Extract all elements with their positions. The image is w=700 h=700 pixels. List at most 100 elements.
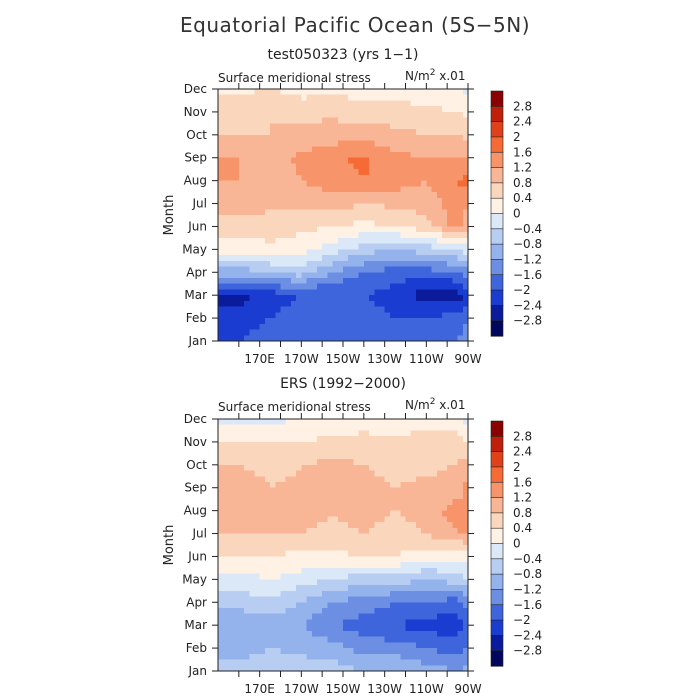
heatmap-cell: [316, 653, 323, 661]
heatmap-cell: [316, 516, 323, 523]
heatmap-cell: [462, 499, 469, 506]
heatmap-cell: [384, 642, 391, 649]
heatmap-cell: [244, 255, 250, 262]
heatmap-cell: [447, 453, 453, 460]
heatmap-cell: [410, 180, 417, 187]
heatmap-cell: [218, 272, 224, 279]
heatmap-cell: [389, 665, 396, 672]
heatmap-cell: [415, 510, 422, 517]
heatmap-cell: [296, 232, 302, 239]
heatmap-cell: [410, 237, 417, 245]
heatmap-cell: [218, 289, 224, 296]
heatmap-cell: [301, 100, 308, 107]
heatmap-cell: [290, 499, 297, 506]
heatmap-cell: [405, 441, 412, 449]
heatmap-cell: [353, 470, 360, 477]
heatmap-cell: [316, 562, 323, 569]
heatmap-cell: [462, 510, 469, 517]
heatmap-cell: [280, 129, 287, 136]
heatmap-cell: [353, 516, 360, 523]
heatmap-cell: [332, 203, 339, 210]
heatmap-cell: [218, 619, 224, 626]
heatmap-cell: [223, 453, 230, 460]
heatmap-cell: [457, 493, 464, 500]
heatmap-cell: [280, 459, 287, 466]
heatmap-cell: [358, 318, 365, 325]
heatmap-cell: [327, 323, 334, 331]
heatmap-cell: [452, 312, 459, 319]
heatmap-cell: [374, 665, 381, 672]
heatmap-cell: [374, 539, 381, 546]
heatmap-cell: [395, 636, 401, 643]
heatmap-cell: [280, 237, 287, 245]
heatmap-cell: [249, 152, 256, 159]
heatmap-cell: [218, 464, 224, 472]
heatmap-cell: [316, 289, 323, 296]
heatmap-cell: [415, 100, 422, 107]
heatmap-cell: [254, 441, 261, 449]
heatmap-cell: [301, 659, 308, 666]
heatmap-cell: [426, 329, 433, 336]
heatmap-cell: [457, 659, 464, 666]
heatmap-cell: [348, 260, 355, 268]
heatmap-cell: [238, 123, 245, 130]
heatmap-cell: [358, 306, 365, 313]
heatmap-cell: [223, 295, 230, 302]
heatmap-cell: [348, 146, 355, 153]
heatmap-cell: [431, 123, 438, 130]
heatmap-cell: [358, 482, 365, 489]
heatmap-cell: [462, 527, 469, 535]
heatmap-cell: [233, 453, 240, 460]
heatmap-cell: [223, 106, 230, 113]
heatmap-cell: [238, 140, 245, 147]
heatmap-cell: [415, 642, 422, 649]
heatmap-cell: [223, 180, 230, 187]
heatmap-cell: [436, 464, 443, 472]
heatmap-cell: [280, 630, 287, 638]
heatmap-cell: [254, 197, 261, 205]
heatmap-cell: [353, 335, 360, 342]
heatmap-cell: [322, 295, 328, 302]
heatmap-cell: [379, 619, 386, 626]
heatmap-cell: [301, 255, 308, 262]
heatmap-cell: [306, 123, 313, 130]
heatmap-cell: [244, 590, 250, 598]
heatmap-cell: [374, 436, 381, 443]
heatmap-cell: [322, 289, 328, 296]
heatmap-cell: [296, 186, 302, 193]
heatmap-cell: [218, 613, 224, 621]
heatmap-cell: [270, 527, 276, 535]
heatmap-cell: [322, 441, 328, 449]
heatmap-cell: [395, 562, 401, 569]
heatmap-cell: [311, 608, 318, 615]
heatmap-cell: [322, 197, 328, 205]
heatmap-cell: [249, 111, 256, 119]
heatmap-cell: [447, 186, 453, 193]
heatmap-cell: [369, 556, 375, 563]
heatmap-cell: [296, 665, 302, 672]
heatmap-cell: [296, 249, 302, 256]
heatmap-cell: [421, 123, 427, 130]
heatmap-cell: [389, 493, 396, 500]
heatmap-cell: [233, 556, 240, 563]
heatmap-cell: [405, 197, 412, 205]
heatmap-cell: [290, 527, 297, 535]
heatmap-cell: [374, 550, 381, 558]
heatmap-cell: [218, 174, 224, 182]
heatmap-cell: [363, 318, 370, 325]
heatmap-cell: [400, 157, 407, 165]
heatmap-cell: [316, 608, 323, 615]
heatmap-cell: [452, 556, 459, 563]
heatmap-cell: [358, 567, 365, 575]
heatmap-cell: [436, 169, 443, 176]
heatmap-cell: [343, 117, 349, 124]
heatmap-cell: [285, 648, 292, 655]
heatmap-cell: [363, 585, 370, 592]
heatmap-cell: [233, 504, 240, 512]
heatmap-cell: [223, 134, 230, 142]
heatmap-cell: [259, 522, 266, 529]
heatmap-cell: [400, 585, 407, 592]
heatmap-cell: [285, 482, 292, 489]
heatmap-cell: [436, 545, 443, 552]
heatmap-cell: [389, 642, 396, 649]
